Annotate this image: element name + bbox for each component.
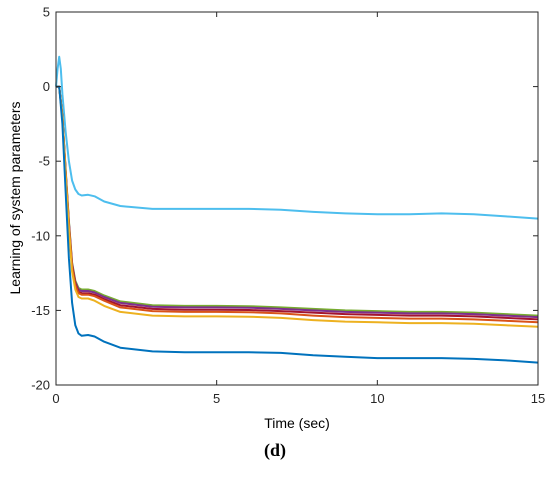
series-line-2 [56,85,539,317]
series-line-3 [56,85,539,319]
ticks-layer: 0 5 10 15 5 0 -5 -10 -15 -20 [31,5,545,407]
y-tick-label: -10 [31,228,50,243]
series-line-6 [56,85,539,328]
y-tick-label: -15 [31,303,50,318]
x-tick-label: 15 [531,391,545,406]
y-axis-label: Learning of system parameters [7,102,23,295]
panel-label: (d) [0,440,550,461]
x-tick-label: 0 [52,391,59,406]
x-axis-label: Time (sec) [264,415,330,431]
plot-frame [55,11,539,386]
series-line-1 [55,55,539,220]
y-tick-label: -20 [31,378,50,393]
y-tick-label: 0 [43,79,50,94]
series-layer [55,55,539,364]
series-line-5 [56,85,539,324]
y-tick-label: 5 [43,5,50,20]
series-line-4 [56,85,539,321]
y-tick-label: -5 [38,154,50,169]
series-line-7 [56,85,539,364]
x-tick-label: 10 [370,391,384,406]
x-tick-label: 5 [213,391,220,406]
panel-label-text: (d) [264,440,286,460]
